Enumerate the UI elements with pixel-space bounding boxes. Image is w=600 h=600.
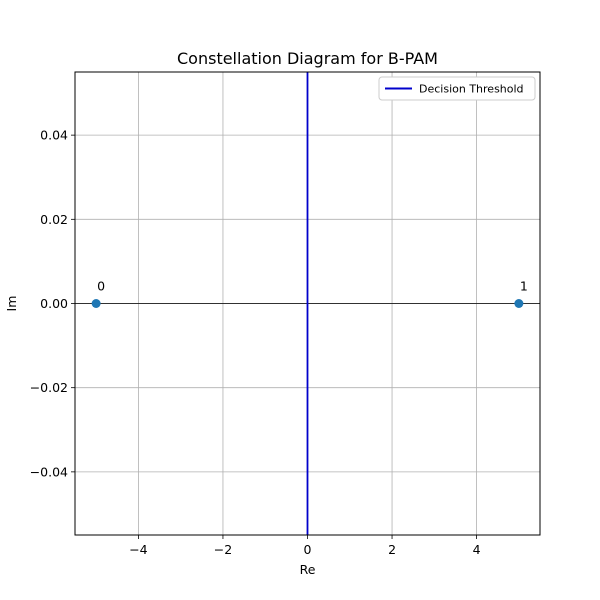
y-ticks: −0.04 −0.02 0.00 0.02 0.04	[30, 128, 75, 479]
legend-threshold-label: Decision Threshold	[419, 83, 524, 96]
y-axis-label: Im	[4, 296, 19, 312]
x-tick-label-2: 0	[304, 542, 312, 557]
x-ticks: −4 −2 0 2 4	[129, 535, 481, 557]
point-label-1: 1	[520, 279, 528, 294]
y-tick-label-4: 0.04	[40, 128, 68, 143]
chart-title: Constellation Diagram for B-PAM	[177, 49, 438, 68]
point-label-0: 0	[97, 279, 105, 294]
x-tick-label-1: −2	[214, 542, 232, 557]
x-tick-label-4: 4	[473, 542, 481, 557]
legend: Decision Threshold	[378, 76, 536, 101]
y-tick-label-1: −0.02	[30, 380, 68, 395]
y-tick-label-3: 0.02	[40, 212, 68, 227]
y-tick-label-2: 0.00	[40, 296, 68, 311]
x-tick-label-0: −4	[129, 542, 147, 557]
legend-box	[378, 76, 536, 101]
x-tick-label-3: 2	[388, 542, 396, 557]
constellation-point-0	[91, 299, 101, 308]
constellation-point-1	[514, 299, 524, 308]
y-tick-label-0: −0.04	[30, 464, 68, 479]
x-axis-label: Re	[300, 562, 316, 577]
